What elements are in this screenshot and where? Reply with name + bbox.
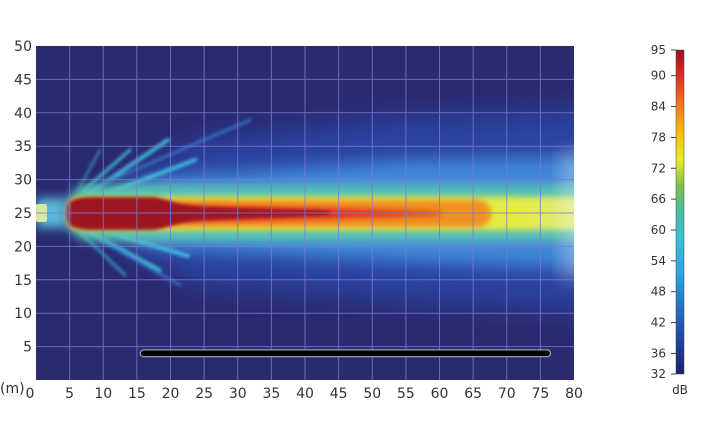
colorbar-tick-label: 48 bbox=[651, 285, 666, 299]
colorbar-tick-label: 78 bbox=[651, 130, 666, 144]
x-tick-label: 20 bbox=[162, 386, 180, 402]
colorbar-tick-label: 54 bbox=[651, 254, 666, 268]
y-tick-label: 30 bbox=[14, 173, 32, 189]
colorbar-tick-label: 42 bbox=[651, 316, 666, 330]
x-tick-label: 75 bbox=[531, 386, 549, 402]
y-tick-label: 10 bbox=[14, 306, 32, 322]
x-tick-label: 70 bbox=[498, 386, 516, 402]
colorbar-tick-label: 84 bbox=[651, 100, 666, 114]
x-tick-label: 5 bbox=[65, 386, 74, 402]
colorbar-tick-label: 36 bbox=[651, 346, 666, 360]
x-tick-label: 60 bbox=[431, 386, 449, 402]
x-tick-label: 25 bbox=[195, 386, 213, 402]
colorbar-tick-label: 60 bbox=[651, 223, 666, 237]
x-tick-label: 45 bbox=[330, 386, 348, 402]
x-tick-label: 0 bbox=[26, 386, 35, 402]
x-tick-label: 55 bbox=[397, 386, 415, 402]
x-tick-label: 50 bbox=[363, 386, 381, 402]
x-tick-label: 30 bbox=[229, 386, 247, 402]
y-tick-label: 40 bbox=[14, 106, 32, 122]
x-tick-label: 40 bbox=[296, 386, 314, 402]
x-tick-label: 65 bbox=[464, 386, 482, 402]
colorbar-tick-label: 32 bbox=[651, 367, 666, 381]
x-tick-label: 10 bbox=[94, 386, 112, 402]
colorbar-label: dB bbox=[672, 383, 688, 397]
y-tick-label: 35 bbox=[14, 139, 32, 155]
y-tick-label: 50 bbox=[14, 39, 32, 55]
y-axis: 5 10 15 20 25 30 35 40 45 50 bbox=[14, 39, 32, 356]
y-tick-label: 15 bbox=[14, 273, 32, 289]
y-tick-label: 5 bbox=[23, 340, 32, 356]
x-tick-label: 80 bbox=[565, 386, 583, 402]
x-tick-label: 35 bbox=[262, 386, 280, 402]
colorbar-ticks: 95 90 84 78 72 66 60 54 48 42 36 32 bbox=[651, 43, 676, 381]
x-axis: 0 5 10 15 20 25 30 35 40 45 50 55 60 65 70 75 80 bbox=[26, 386, 583, 402]
colorbar-tick-label: 66 bbox=[651, 192, 666, 206]
x-tick-label: 15 bbox=[128, 386, 146, 402]
colorbar-tick-label: 95 bbox=[651, 43, 666, 57]
colorbar bbox=[675, 49, 685, 375]
y-tick-label: 45 bbox=[14, 72, 32, 88]
y-tick-label: 25 bbox=[14, 206, 32, 222]
x-unit-label: (m) bbox=[0, 381, 25, 397]
grid-lines bbox=[36, 46, 574, 380]
y-tick-label: 20 bbox=[14, 239, 32, 255]
colorbar-tick-label: 90 bbox=[651, 69, 666, 83]
colorbar-tick-label: 72 bbox=[651, 161, 666, 175]
